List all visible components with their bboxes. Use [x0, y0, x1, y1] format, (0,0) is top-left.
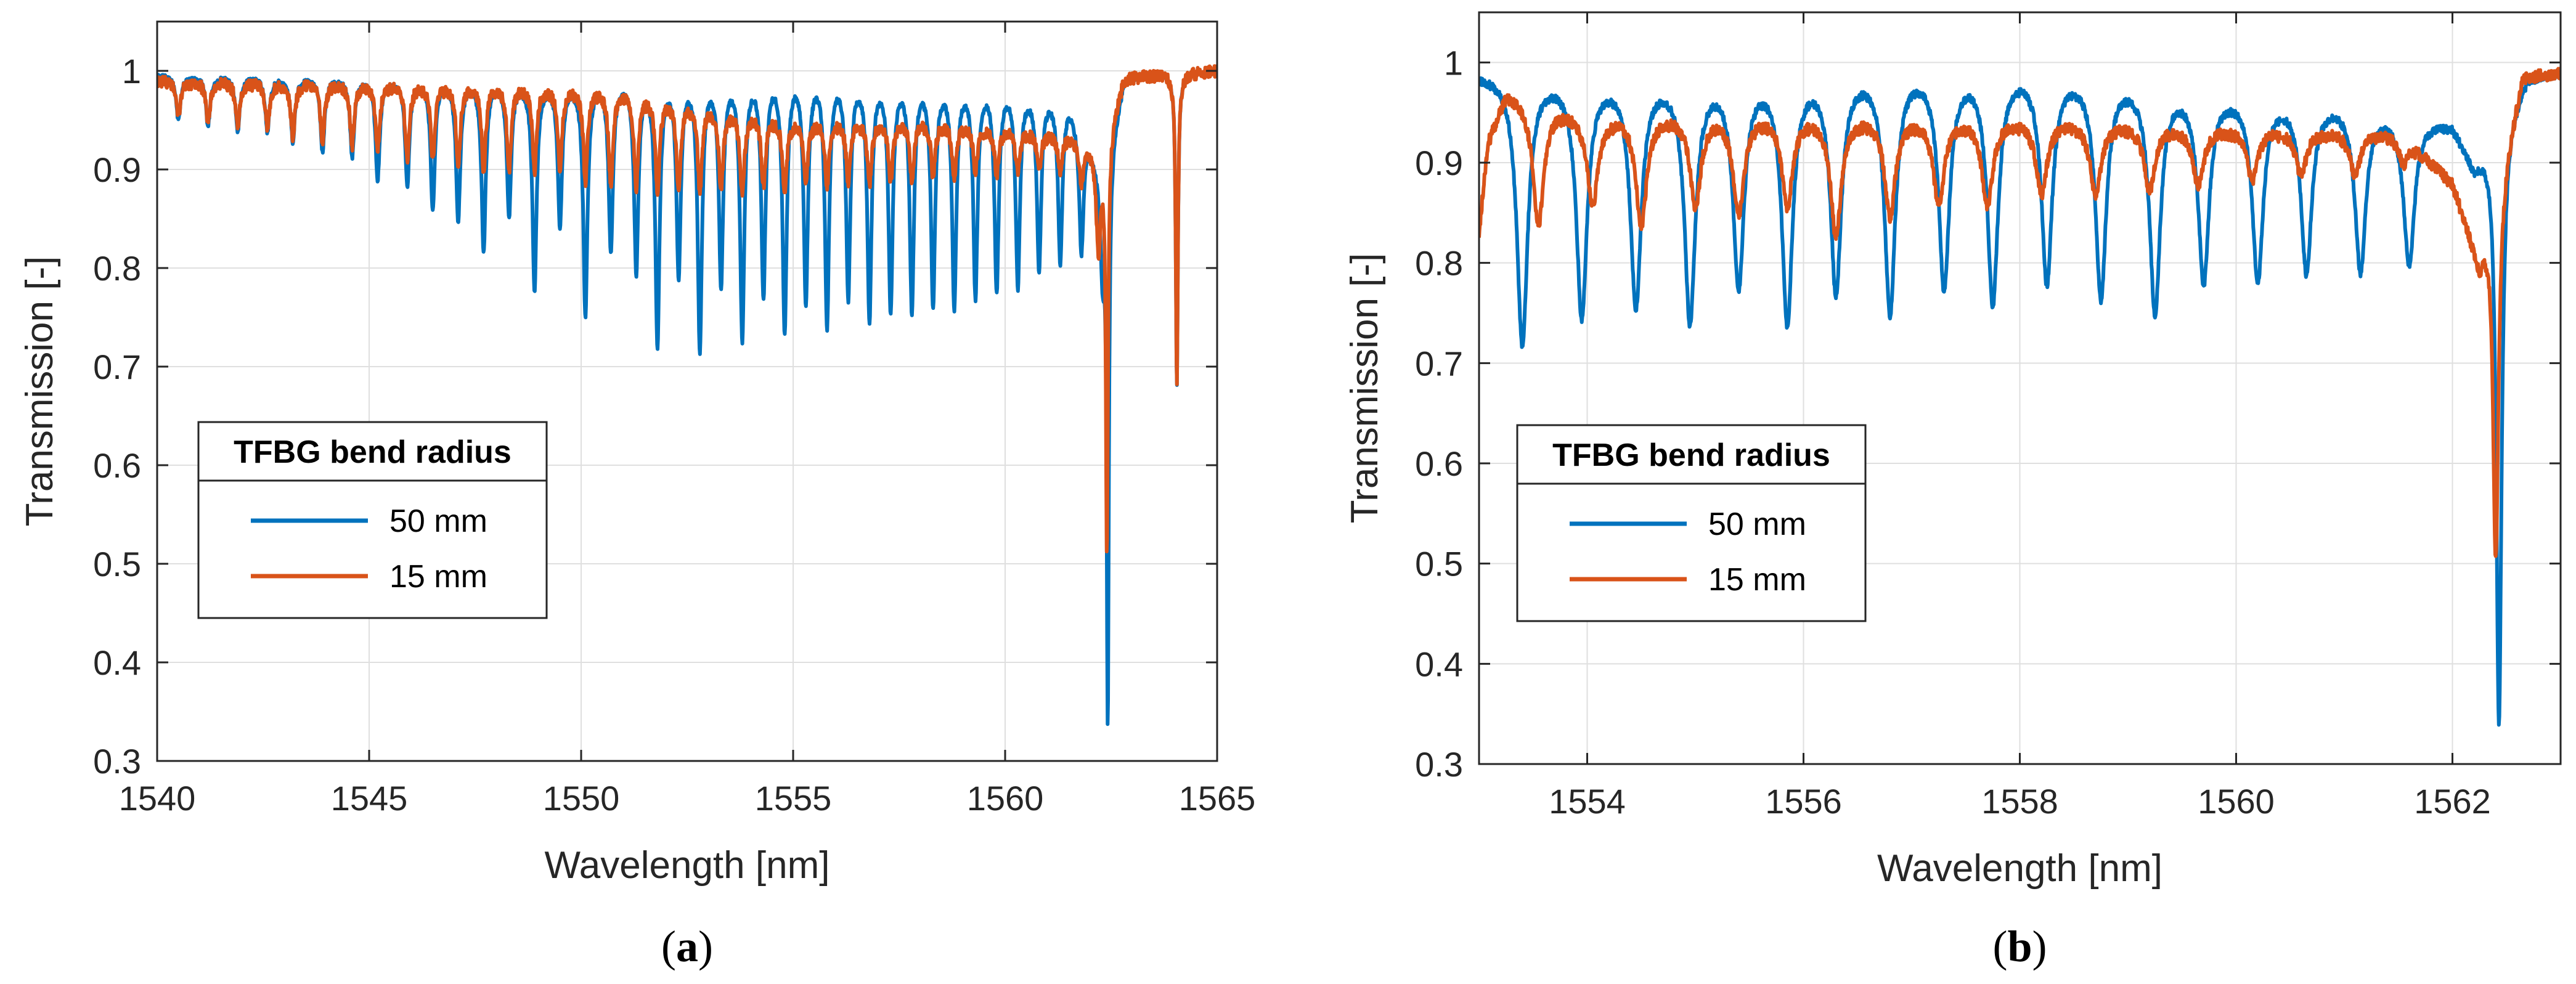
legend: TFBG bend radius 50 mm 15 mm: [1516, 424, 1867, 622]
y-tick-label: 0.8: [1415, 244, 1463, 283]
x-tick-label: 1562: [2414, 782, 2491, 821]
y-tick-label: 0.5: [1415, 545, 1463, 583]
caption-open: (: [661, 922, 676, 971]
legend: TFBG bend radius 50 mm 15 mm: [197, 421, 548, 619]
y-tick-label: 0.6: [1415, 444, 1463, 483]
legend-entry-label: 15 mm: [389, 559, 487, 595]
x-tick-label: 1554: [1549, 782, 1626, 821]
panel-caption: (a): [661, 922, 713, 971]
y-tick-label: 0.4: [1415, 644, 1463, 683]
x-tick-label: 1558: [1981, 782, 2058, 821]
x-tick-label: 1556: [1765, 782, 1842, 821]
legend-entry-label: 50 mm: [1708, 506, 1806, 542]
axes: [1478, 11, 2562, 765]
x-tick-label: 1560: [2198, 782, 2275, 821]
y-tick-label: 0.7: [93, 348, 141, 386]
caption-open: (: [1992, 922, 2007, 971]
axes: [156, 20, 1218, 762]
caption-letter: b: [2007, 922, 2032, 971]
y-tick-label: 0.7: [1415, 344, 1463, 383]
y-axis-label: Transmission [-]: [18, 256, 61, 527]
x-axis-label: Wavelength [nm]: [545, 844, 830, 887]
y-tick-label: 0.9: [1415, 144, 1463, 182]
y-tick-label: 1: [122, 52, 141, 91]
y-tick-label: 1: [1444, 43, 1463, 82]
caption-close: ): [698, 922, 713, 971]
series-line-15-mm: [1479, 67, 2561, 558]
y-tick-label: 0.6: [93, 446, 141, 485]
plot-area: [157, 22, 1217, 761]
x-tick-label: 1540: [119, 779, 196, 818]
axes-box: [156, 20, 1218, 762]
y-tick-label: 0.3: [1415, 745, 1463, 784]
legend-title: TFBG bend radius: [1552, 437, 1830, 473]
panel-caption: (b): [1992, 922, 2047, 971]
caption-letter: a: [676, 922, 698, 971]
legend-entry-label: 15 mm: [1708, 562, 1806, 598]
legend-title: TFBG bend radius: [234, 434, 512, 470]
y-tick-label: 0.4: [93, 643, 141, 682]
x-tick-label: 1545: [331, 779, 408, 818]
x-tick-label: 1555: [755, 779, 832, 818]
caption-close: ): [2032, 922, 2047, 971]
x-axis-label: Wavelength [nm]: [1877, 847, 2162, 890]
chart-panel-b: 1554 1556 1558 1560 1562 0.3 0.4 0.5 0.6 0.7 0.8 0.…: [1343, 11, 2562, 971]
y-tick-label: 0.8: [93, 249, 141, 288]
x-tick-label: 1565: [1179, 779, 1256, 818]
legend-entry-label: 50 mm: [389, 503, 487, 539]
x-tick-label: 1550: [543, 779, 620, 818]
series-lines: [1479, 67, 2561, 727]
series-lines: [157, 64, 1217, 726]
x-tick-label: 1560: [967, 779, 1044, 818]
y-axis-label: Transmission [-]: [1343, 253, 1386, 524]
y-tick-label: 0.5: [93, 545, 141, 583]
chart-panel-a: 1540 1545 1550 1555 1560 1565 0.3 0.4 0.5 0.6 0.7 0…: [18, 20, 1256, 971]
y-tick-label: 0.9: [93, 150, 141, 189]
series-line-15-mm: [157, 64, 1217, 554]
y-tick-label: 0.3: [93, 742, 141, 781]
